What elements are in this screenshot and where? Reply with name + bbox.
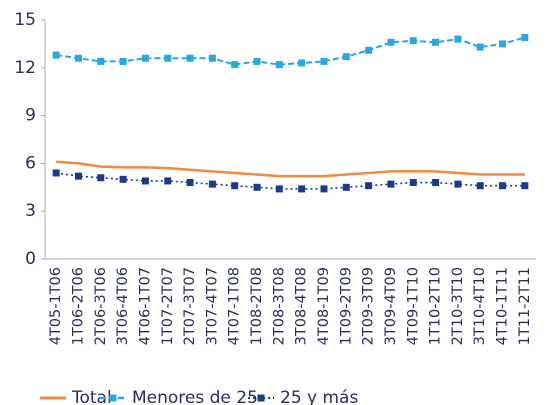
x-tick-label: 1T08-2T08 xyxy=(249,267,265,345)
point xyxy=(454,35,462,43)
point xyxy=(52,51,60,59)
point xyxy=(454,180,462,188)
point xyxy=(521,34,529,42)
x-tick-label: 4T08-1T09 xyxy=(316,267,332,345)
point xyxy=(387,180,395,188)
legend-marker xyxy=(109,394,117,402)
y-tick-label: 12 xyxy=(14,58,36,78)
x-tick-label: 4T06-1T07 xyxy=(137,267,153,345)
point xyxy=(298,185,306,193)
point xyxy=(275,185,283,193)
x-tick-label: 4T09-1T10 xyxy=(405,267,421,345)
point xyxy=(342,53,350,61)
x-tick-label: 4T10-1T11 xyxy=(495,267,511,345)
x-tick-label: 1T07-2T07 xyxy=(160,267,176,345)
point xyxy=(74,54,82,62)
point xyxy=(387,38,395,46)
series-line xyxy=(56,160,525,178)
point xyxy=(186,54,194,62)
point xyxy=(97,57,105,65)
point xyxy=(298,59,306,67)
point xyxy=(208,180,216,188)
point xyxy=(119,57,127,65)
point xyxy=(499,40,507,48)
point xyxy=(141,54,149,62)
y-tick-label: 0 xyxy=(25,249,36,269)
x-tick-label: 2T07-3T07 xyxy=(182,267,198,345)
x-tick-label: 1T09-2T09 xyxy=(338,267,354,345)
x-tick-label: 2T10-3T10 xyxy=(450,267,466,345)
y-tick-label: 15 xyxy=(14,10,36,30)
x-tick-label: 2T06-3T06 xyxy=(93,267,109,345)
point xyxy=(208,54,216,62)
point xyxy=(97,174,105,182)
point xyxy=(342,183,350,191)
point xyxy=(253,183,261,191)
point xyxy=(365,46,373,54)
series-line xyxy=(56,36,526,66)
x-tick-label: 4T05-1T06 xyxy=(48,267,64,345)
point xyxy=(365,182,373,190)
y-tick-label: 9 xyxy=(25,106,36,126)
point xyxy=(164,54,172,62)
point xyxy=(141,177,149,185)
point xyxy=(231,61,239,69)
point xyxy=(52,169,60,177)
point xyxy=(499,182,507,190)
x-tick-label: 2T08-3T08 xyxy=(271,267,287,345)
legend-label: 25 y más xyxy=(280,388,358,405)
legend-label: Menores de 25 xyxy=(132,388,258,405)
x-tick-label: 1T11-2T11 xyxy=(517,267,533,345)
x-tick-label: 3T07-4T07 xyxy=(204,267,220,345)
point xyxy=(164,177,172,185)
point xyxy=(476,182,484,190)
point xyxy=(186,179,194,187)
point xyxy=(409,37,417,45)
x-tick-label: 3T08-4T08 xyxy=(294,267,310,345)
x-tick-label: 2T09-3T09 xyxy=(361,267,377,345)
point xyxy=(432,179,440,187)
legend-marker xyxy=(257,394,265,402)
point xyxy=(119,175,127,183)
point xyxy=(409,179,417,187)
point xyxy=(320,57,328,65)
point xyxy=(320,185,328,193)
x-tick-label: 3T09-4T09 xyxy=(383,267,399,345)
point xyxy=(521,182,529,190)
x-tick-label: 1T10-2T10 xyxy=(428,267,444,345)
x-tick-label: 3T06-4T06 xyxy=(115,267,131,345)
x-tick-label: 1T06-2T06 xyxy=(70,267,86,345)
x-tick-label: 4T07-1T08 xyxy=(227,267,243,345)
series-line xyxy=(56,172,525,190)
x-tick-label: 3T10-4T10 xyxy=(472,267,488,345)
y-tick-label: 3 xyxy=(25,201,36,221)
point xyxy=(74,172,82,180)
y-tick-label: 6 xyxy=(25,153,36,173)
point xyxy=(231,182,239,190)
legend-label: Total xyxy=(71,388,112,405)
point xyxy=(432,38,440,46)
point xyxy=(253,57,261,65)
point xyxy=(275,61,283,69)
point xyxy=(476,43,484,51)
